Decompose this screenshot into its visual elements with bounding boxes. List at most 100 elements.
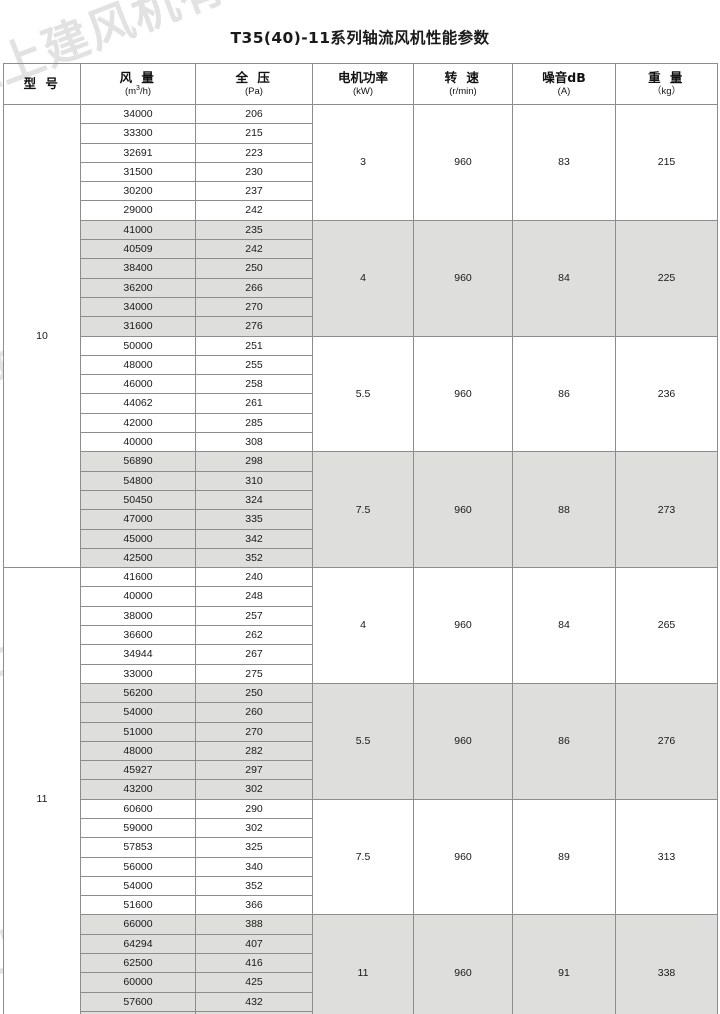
cell-flow: 29000 (80, 200, 196, 221)
cell-pressure: 270 (195, 296, 313, 318)
table-header: 型 号风 量 (m3/h) 全 压 (Pa) 电机功率 (kW) 转 速 (r/min) 噪音d… (3, 63, 718, 105)
cell-pressure: 257 (195, 605, 313, 627)
cell-flow: 57600 (80, 991, 196, 1012)
cell-pressure: 223 (195, 142, 313, 163)
cell-pressure: 366 (195, 895, 313, 916)
cell-flow: 33000 (80, 663, 196, 684)
column-header-unit: (m3/h) (124, 84, 152, 97)
cell-flow: 34944 (80, 644, 196, 665)
table-row: 45927 297 (4, 760, 718, 781)
table-row: 57853 325 (4, 837, 718, 858)
cell-flow: 45000 (80, 528, 196, 549)
cell-flow: 56200 (80, 682, 196, 704)
table-row: 11 41600 240 4 960 84 265 (3, 567, 718, 1014)
cell-noise: 86 (512, 335, 616, 453)
cell-flow: 59000 (80, 817, 196, 839)
cell-flow: 60600 (80, 798, 196, 819)
cell-pressure: 270 (195, 721, 313, 742)
table-row: 34944 267 (4, 644, 718, 665)
cell-flow: 60000 (80, 972, 196, 993)
table-row: 38000 257 (4, 605, 718, 627)
cell-flow: 51000 (80, 721, 196, 742)
table-row: 60600 290 7.5 960 89 313 (4, 798, 718, 916)
cell-pressure: 335 (195, 509, 313, 530)
cell-pressure: 302 (195, 779, 313, 800)
cell-pressure: 275 (195, 663, 313, 684)
cell-speed: 960 (413, 798, 513, 916)
column-header-label: 全 压 (235, 70, 273, 86)
table-row: 42500 352 (4, 547, 718, 569)
cell-flow: 32691 (80, 142, 196, 163)
cell-speed: 960 (413, 567, 513, 684)
cell-pressure: 325 (195, 837, 313, 858)
cell-noise: 88 (512, 451, 616, 569)
cell-flow: 38400 (80, 258, 196, 279)
cell-pressure: 266 (195, 277, 313, 298)
table-row: 44062 261 (4, 393, 718, 414)
cell-pressure: 298 (195, 451, 313, 472)
column-header-label: 重 量 (648, 70, 685, 86)
cell-flow: 56000 (80, 856, 196, 877)
table-row: 33300 215 (4, 123, 718, 144)
cell-pressure: 267 (195, 644, 313, 665)
table-row: 57600 432 (4, 991, 718, 1012)
cell-pressure: 308 (195, 432, 313, 453)
cell-pressure: 248 (195, 586, 313, 607)
table-row: 34000 270 (4, 296, 718, 318)
column-header-label: 电机功率 (337, 70, 388, 86)
cell-power: 4 (312, 567, 414, 684)
table-row: 56890 298 7.5 960 88 273 (4, 451, 718, 569)
cell-noise: 84 (512, 219, 616, 337)
table-row: 46000 258 (4, 374, 718, 395)
cell-flow: 38000 (80, 605, 196, 627)
cell-pressure: 276 (195, 316, 313, 337)
column-header-unit: (A) (557, 85, 571, 97)
column-header-power: 电机功率 (kW) (312, 63, 414, 105)
table-row: 30200 237 (4, 181, 718, 202)
cell-flow: 57853 (80, 837, 196, 858)
cell-flow: 40509 (80, 239, 196, 260)
cell-flow: 48000 (80, 354, 196, 376)
cell-flow: 31600 (80, 316, 196, 337)
cell-power: 5.5 (312, 335, 414, 453)
table-row: 45000 342 (4, 528, 718, 549)
cell-pressure: 290 (195, 798, 313, 819)
cell-flow: 50000 (80, 335, 196, 356)
cell-flow: 41000 (80, 219, 196, 241)
cell-speed: 960 (413, 104, 513, 221)
cell-flow: 47000 (80, 509, 196, 530)
cell-power: 7.5 (312, 798, 414, 916)
cell-weight: 276 (615, 682, 718, 800)
table-row: 40000 308 (4, 432, 718, 453)
cell-weight: 225 (615, 219, 718, 337)
cell-pressure: 250 (195, 682, 313, 704)
table-row: 40000 248 (4, 586, 718, 607)
cell-pressure: 416 (195, 953, 313, 974)
cell-flow: 48000 (80, 740, 196, 762)
cell-power: 7.5 (312, 451, 414, 569)
cell-pressure: 388 (195, 914, 313, 935)
cell-pressure: 407 (195, 933, 313, 955)
cell-flow: 42500 (80, 547, 196, 569)
table-row: 29000 242 (4, 200, 718, 221)
performance-table-wrapper: 型 号风 量 (m3/h) 全 压 (Pa) 电机功率 (kW) 转 速 (r/min) 噪音d… (3, 63, 718, 1014)
table-row: 55000440 (4, 1010, 718, 1014)
cell-weight: 236 (615, 335, 718, 453)
cell-pressure: 230 (195, 161, 313, 183)
cell-flow: 33300 (80, 123, 196, 144)
table-header-row: 型 号风 量 (m3/h) 全 压 (Pa) 电机功率 (kW) 转 速 (r/min) 噪音d… (3, 63, 718, 105)
cell-power: 5.5 (312, 682, 414, 800)
page-title: T35(40)-11系列轴流风机性能参数 (230, 29, 490, 47)
cell-flow: 40000 (80, 586, 196, 607)
column-header-unit: (kW) (352, 85, 374, 97)
cell-noise: 84 (512, 567, 616, 684)
cell-power: 4 (312, 219, 414, 337)
performance-table: 型 号风 量 (m3/h) 全 压 (Pa) 电机功率 (kW) 转 速 (r/min) 噪音d… (3, 63, 718, 1014)
cell-pressure: 324 (195, 489, 313, 511)
cell-model: 11 (3, 567, 81, 1014)
cell-pressure: 302 (195, 817, 313, 839)
cell-flow: 64294 (80, 933, 196, 955)
table-row: 66000 388 11 960 91 338 (4, 914, 718, 1014)
cell-flow: 30200 (80, 181, 196, 202)
table-row: 48000 282 (4, 740, 718, 762)
